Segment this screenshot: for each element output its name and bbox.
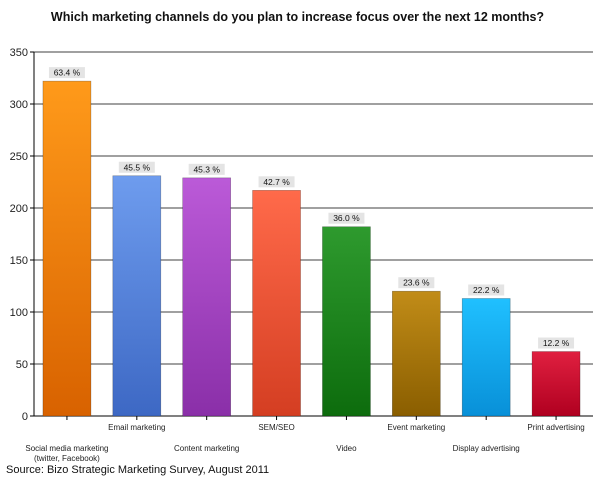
bar-6 xyxy=(461,298,511,417)
category-label: Social media marketing xyxy=(25,444,108,453)
category-label: Email marketing xyxy=(108,423,165,432)
bar-3 xyxy=(252,190,301,417)
data-label-box xyxy=(118,161,155,173)
data-label-box xyxy=(48,67,85,79)
bars xyxy=(42,80,581,417)
category-label: Content marketing xyxy=(174,444,239,453)
category-labels: Social media marketing(twitter, Facebook… xyxy=(25,423,584,463)
data-label: 42.7 % xyxy=(263,177,290,187)
bar-1 xyxy=(112,175,162,417)
data-label-box xyxy=(398,277,435,289)
category-label: Print advertising xyxy=(527,423,584,432)
axes: 0 50 100 150 200 250 300 350 xyxy=(10,47,593,423)
data-label: 45.5 % xyxy=(124,162,151,172)
data-labels: 63.4 % 45.5 % 45.3 % 42.7 % 36.0 % 23.6 % 22.2… xyxy=(48,67,575,349)
bar-4 xyxy=(322,226,371,417)
category-label: Video xyxy=(336,444,357,453)
bar-2 xyxy=(182,177,231,417)
y-tick-label: 0 xyxy=(22,411,28,423)
category-label: (twitter, Facebook) xyxy=(34,454,100,463)
data-label-box xyxy=(258,176,295,188)
data-label: 12.2 % xyxy=(543,338,570,348)
data-label: 22.2 % xyxy=(473,285,500,295)
bar-0 xyxy=(42,80,92,417)
data-label: 23.6 % xyxy=(403,278,430,288)
data-label-box xyxy=(188,163,225,175)
data-label: 36.0 % xyxy=(333,213,360,223)
y-tick-label: 150 xyxy=(10,255,28,267)
y-tick-label: 100 xyxy=(10,307,28,319)
data-label: 45.3 % xyxy=(193,164,220,174)
chart-title: Which marketing channels do you plan to … xyxy=(50,10,545,24)
bar-7 xyxy=(531,351,581,417)
y-tick-label: 50 xyxy=(16,359,28,371)
y-tick-label: 350 xyxy=(10,47,28,59)
category-label: Display advertising xyxy=(453,444,520,453)
y-tick-label: 300 xyxy=(10,99,28,111)
data-label-box xyxy=(538,337,575,349)
bar-5 xyxy=(392,290,441,417)
y-tick-label: 250 xyxy=(10,151,28,163)
data-label-box xyxy=(468,284,505,296)
data-label: 63.4 % xyxy=(54,68,81,78)
data-label-box xyxy=(328,212,365,224)
y-tick-label: 200 xyxy=(10,203,28,215)
category-label: Event marketing xyxy=(387,423,445,432)
chart-source: Source: Bizo Strategic Marketing Survey,… xyxy=(6,464,270,476)
category-label: SEM/SEO xyxy=(258,423,294,432)
